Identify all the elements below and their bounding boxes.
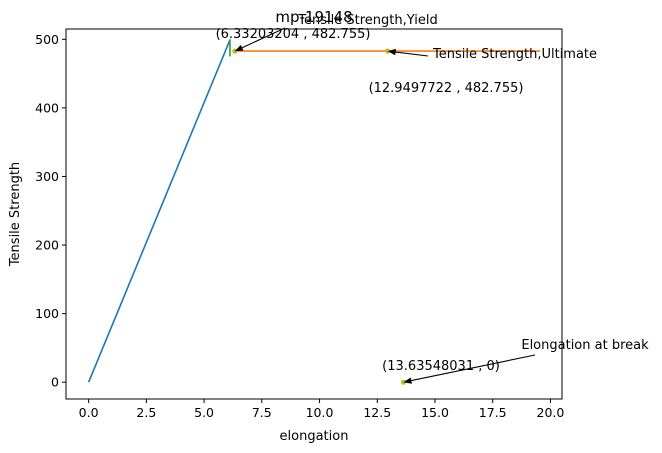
annotation-ultimate: Tensile Strength,Ultimate: [432, 47, 597, 62]
y-axis-ticks: 0 100 200 300 400 500: [35, 32, 66, 390]
y-tick-label: 300: [35, 169, 59, 184]
annotation-arrow-head: [234, 44, 244, 52]
annotations-layer: Tensile Strength,Yield (6.33203204 , 482…: [216, 13, 650, 374]
value-label-yield: (6.33203204 , 482.755): [216, 27, 371, 42]
x-tick-label: 17.5: [479, 405, 507, 420]
annotation-arrow-line: [241, 27, 286, 49]
value-label-break: (13.63548031 , 0): [382, 359, 500, 374]
plot-frame: [65, 28, 563, 400]
x-tick-label: 15.0: [421, 405, 449, 420]
y-tick-label: 100: [35, 306, 59, 321]
annotation-arrow-line: [411, 354, 536, 382]
x-tick-label: 10.0: [306, 405, 334, 420]
x-axis-ticks: 0.0 2.5 5.0 7.5 10.0 12.5 15.0 17.5 20.0: [79, 399, 565, 420]
annotation-yield: Tensile Strength,Yield: [297, 13, 437, 28]
value-label-ultimate: (12.9497722 , 482.755): [369, 81, 524, 96]
chart-title: mp-19148: [275, 8, 352, 26]
x-tick-label: 2.5: [136, 405, 156, 420]
annotation-arrow-head: [387, 48, 396, 56]
x-tick-label: 5.0: [194, 405, 214, 420]
x-axis-label: elongation: [280, 429, 349, 444]
x-tick-label: 20.0: [537, 405, 565, 420]
x-tick-label: 7.5: [252, 405, 272, 420]
y-tick-label: 400: [35, 100, 59, 115]
y-axis-label: Tensile Strength: [8, 162, 23, 267]
y-tick-label: 500: [35, 32, 59, 47]
y-tick-label: 200: [35, 238, 59, 253]
annotation-arrow-head: [403, 377, 412, 384]
annotation-break: Elongation at break: [521, 338, 649, 353]
series-line-0: [87, 39, 231, 383]
arrows-layer: [234, 27, 536, 384]
x-tick-label: 12.5: [363, 405, 391, 420]
y-tick-label: 0: [51, 375, 59, 390]
plot-area: [66, 29, 562, 399]
annotation-arrow-line: [395, 51, 429, 57]
x-tick-label: 0.0: [79, 405, 99, 420]
